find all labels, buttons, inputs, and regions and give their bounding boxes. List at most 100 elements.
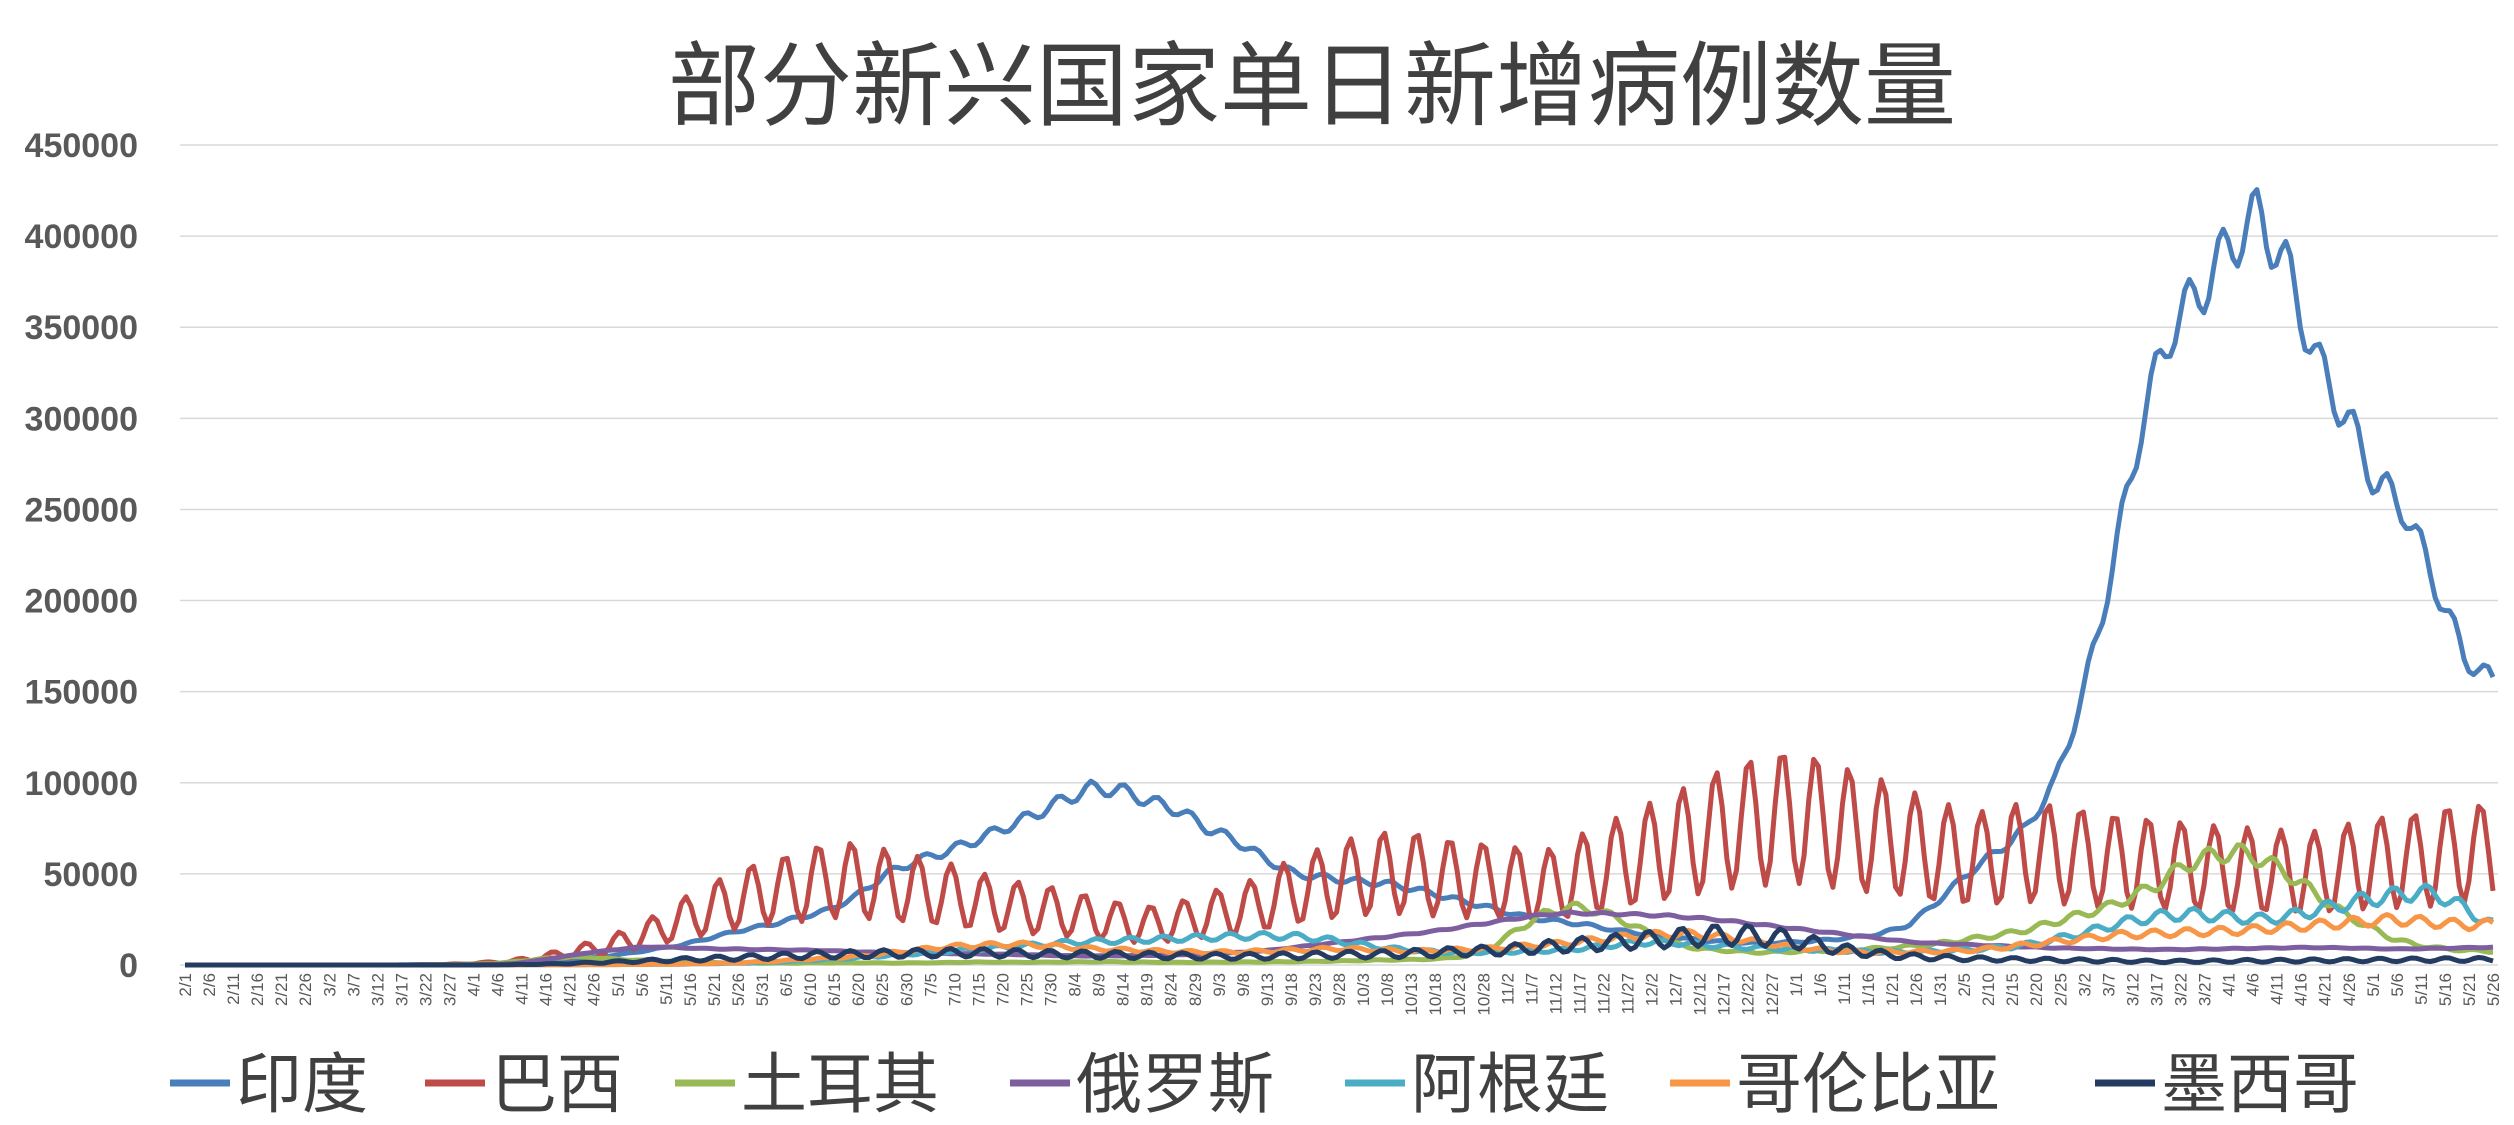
gridlines	[180, 144, 2498, 966]
y-tick-label: 0	[119, 947, 138, 985]
x-tick-label: 9/23	[1306, 973, 1325, 1006]
x-tick-label: 4/16	[2292, 973, 2311, 1006]
x-tick-label: 11/2	[1498, 973, 1517, 1005]
x-tick-label: 1/6	[1811, 973, 1830, 997]
x-tick-label: 10/8	[1378, 973, 1397, 1006]
x-tick-label: 7/15	[969, 973, 988, 1006]
x-tick-label: 8/9	[1090, 973, 1109, 997]
x-tick-label: 2/15	[2003, 973, 2022, 1006]
x-tick-label: 2/5	[1955, 973, 1974, 997]
legend-item: 土耳其	[675, 1046, 939, 1123]
y-tick-label: 50000	[43, 856, 138, 894]
legend-item: 哥伦比亚	[1670, 1046, 2000, 1123]
x-tick-label: 3/17	[392, 973, 411, 1006]
x-tick-label: 6/15	[825, 973, 844, 1006]
x-tick-label: 9/13	[1258, 973, 1277, 1006]
x-tick-label: 11/22	[1594, 973, 1613, 1014]
x-tick-label: 3/12	[368, 973, 387, 1006]
x-tick-label: 4/26	[585, 973, 604, 1006]
x-tick-label: 10/23	[1450, 973, 1469, 1016]
x-tick-label: 10/28	[1474, 973, 1493, 1016]
y-tick-label: 250000	[25, 491, 138, 529]
x-tick-label: 3/7	[2099, 973, 2118, 997]
x-tick-label: 11/7	[1522, 973, 1541, 1005]
y-tick-label: 300000	[25, 400, 138, 438]
x-tick-label: 4/11	[2268, 973, 2287, 1005]
legend-item: 印度	[170, 1046, 368, 1123]
x-tick-label: 9/3	[1210, 973, 1229, 997]
series-line	[185, 923, 2494, 968]
x-tick-label: 1/21	[1883, 973, 1902, 1006]
x-tick-label: 5/11	[2412, 973, 2431, 1005]
x-tick-label: 8/4	[1066, 973, 1085, 997]
x-tick-label: 10/18	[1426, 973, 1445, 1016]
x-tick-label: 10/3	[1354, 973, 1373, 1006]
x-tick-label: 4/11	[513, 973, 532, 1005]
y-tick-label: 350000	[25, 309, 138, 347]
series-lines	[185, 187, 2496, 968]
x-tick-label: 3/27	[440, 973, 459, 1006]
x-tick-label: 1/11	[1835, 973, 1854, 1005]
x-tick-label: 8/29	[1186, 973, 1205, 1006]
x-tick-label: 5/26	[729, 973, 748, 1006]
x-tick-label: 6/20	[849, 973, 868, 1006]
x-tick-label: 9/8	[1234, 973, 1253, 997]
x-tick-label: 4/26	[2340, 973, 2359, 1006]
legend-label: 墨西哥	[2161, 1046, 2359, 1123]
x-tick-label: 4/1	[2220, 973, 2239, 997]
y-tick-label: 450000	[25, 127, 138, 165]
x-tick-label: 3/22	[2171, 973, 2190, 1006]
x-tick-label: 12/2	[1643, 973, 1662, 1006]
legend-label: 哥伦比亚	[1736, 1046, 2000, 1123]
x-tick-label: 7/5	[921, 973, 940, 997]
y-axis-ticks: 0 50000 100000 150000 200000 250000 300000 3500…	[25, 127, 138, 985]
y-tick-label: 100000	[25, 765, 138, 803]
x-tick-label: 2/1	[176, 973, 195, 997]
x-tick-label: 7/25	[1017, 973, 1036, 1006]
x-tick-label: 12/22	[1739, 973, 1758, 1016]
x-tick-label: 2/10	[1979, 973, 1998, 1006]
x-tick-label: 3/17	[2147, 973, 2166, 1006]
x-tick-label: 2/25	[2051, 973, 2070, 1006]
x-tick-label: 9/28	[1330, 973, 1349, 1006]
x-tick-label: 4/6	[2244, 973, 2263, 997]
x-tick-label: 6/5	[777, 973, 796, 997]
x-tick-label: 4/21	[2316, 973, 2335, 1006]
x-tick-label: 12/17	[1715, 973, 1734, 1016]
x-tick-label: 5/1	[609, 973, 628, 997]
x-tick-label: 2/16	[248, 973, 267, 1006]
x-tick-label: 2/21	[272, 973, 291, 1006]
legend-label: 阿根廷	[1411, 1046, 1609, 1123]
x-tick-label: 7/10	[945, 973, 964, 1006]
x-tick-label: 7/20	[993, 973, 1012, 1006]
x-tick-label: 2/11	[224, 973, 243, 1005]
series-line	[185, 187, 2496, 968]
x-tick-label: 4/16	[537, 973, 556, 1006]
x-tick-label: 5/11	[657, 973, 676, 1005]
x-tick-label: 7/30	[1042, 973, 1061, 1006]
legend: 印度 巴西 土耳其 俄罗斯 阿根廷 哥伦比亚 墨西哥	[170, 1046, 2359, 1123]
x-tick-label: 4/6	[489, 973, 508, 997]
x-tick-label: 12/27	[1763, 973, 1782, 1016]
x-tick-label: 5/31	[753, 973, 772, 1006]
y-tick-label: 400000	[25, 218, 138, 256]
legend-item: 俄罗斯	[1010, 1046, 1274, 1123]
x-tick-label: 9/18	[1282, 973, 1301, 1006]
x-tick-label: 3/22	[416, 973, 435, 1006]
x-tick-label: 5/21	[2460, 973, 2479, 1006]
x-tick-label: 11/12	[1546, 973, 1565, 1014]
legend-label: 巴西	[491, 1046, 623, 1123]
x-tick-label: 6/10	[801, 973, 820, 1006]
x-tick-label: 3/2	[320, 973, 339, 997]
x-tick-label: 1/1	[1787, 973, 1806, 997]
x-tick-label: 3/7	[344, 973, 363, 997]
x-tick-label: 5/6	[2388, 973, 2407, 997]
x-tick-label: 6/30	[897, 973, 916, 1006]
x-tick-label: 3/2	[2075, 973, 2094, 997]
x-tick-label: 4/1	[465, 973, 484, 997]
x-tick-label: 1/16	[1859, 973, 1878, 1006]
x-tick-label: 12/12	[1691, 973, 1710, 1016]
legend-item: 巴西	[425, 1046, 623, 1123]
x-tick-label: 5/16	[2436, 973, 2455, 1006]
x-tick-label: 5/16	[681, 973, 700, 1006]
